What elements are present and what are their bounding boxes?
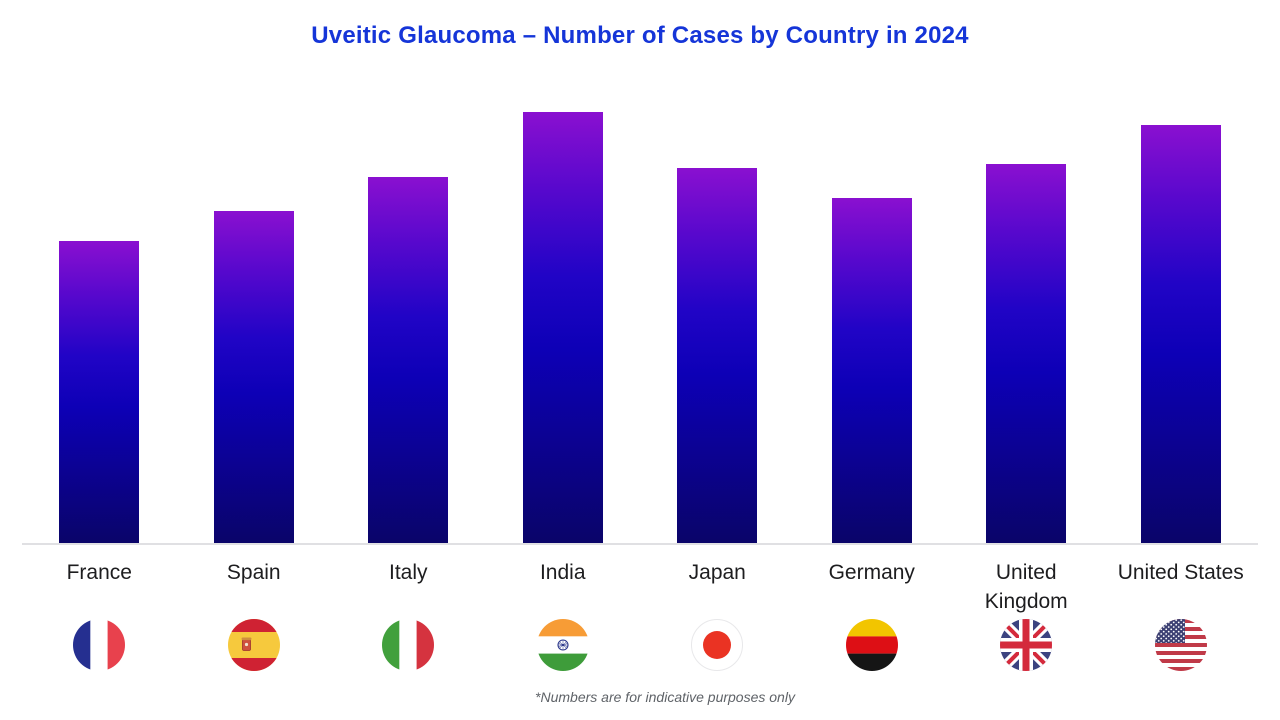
chart-title: Uveitic Glaucoma – Number of Cases by Co… [311,22,969,49]
bar-india [522,112,603,543]
footnote: *Numbers are for indicative purposes onl… [535,689,795,705]
category-label-japan: Japan [688,561,746,584]
category-label-cell: United States [1104,558,1259,616]
flag-cell [1104,619,1259,671]
united-kingdom-flag-icon [1000,619,1053,671]
bar-chart: France Spain Italy India Japan Germany United … [22,112,1258,705]
bar-column [331,176,486,543]
bar-spain [213,211,294,543]
flag-cell [949,619,1104,671]
bar-france [59,241,140,543]
category-label-cell: Italy [331,558,486,616]
germany-flag-icon [845,619,898,671]
united-states-flag-icon [1154,619,1207,671]
bar-column [640,168,795,543]
france-flag-icon [73,619,126,671]
category-label-france: France [66,561,132,584]
category-label-cell: India [486,558,641,616]
india-flag-icon [536,619,589,671]
category-label-united-kingdom: United Kingdom [984,561,1068,613]
category-label-italy: Italy [388,561,428,584]
bar-united-states [1140,124,1221,543]
bar-united-kingdom [986,163,1067,543]
category-label-cell: Germany [795,558,950,616]
category-label-spain: Spain [226,561,281,584]
bar-column [795,198,950,543]
category-label-cell: France [22,558,177,616]
flag-cell [177,619,332,671]
spain-flag-icon [227,619,280,671]
category-label-germany: Germany [828,561,915,584]
flag-cell [22,619,177,671]
category-axis: France Spain Italy India Japan Germany United … [22,545,1258,616]
bar-column [1104,124,1259,543]
bar-column [177,211,332,543]
bar-column [486,112,641,543]
bar-italy [368,176,449,543]
category-label-india: India [539,561,586,584]
flag-cell [331,619,486,671]
flag-cell [486,619,641,671]
bar-germany [831,198,912,543]
bar-column [22,241,177,543]
category-label-cell: Japan [640,558,795,616]
category-label-cell: Spain [177,558,332,616]
bar-column [949,163,1104,543]
category-label-cell: United Kingdom [949,558,1104,616]
japan-flag-icon [691,619,744,671]
italy-flag-icon [382,619,435,671]
flag-row [22,619,1258,671]
flag-cell [795,619,950,671]
flag-cell [640,619,795,671]
category-label-united-states: United States [1117,561,1244,584]
plot-area [22,112,1258,545]
bar-japan [677,168,758,543]
